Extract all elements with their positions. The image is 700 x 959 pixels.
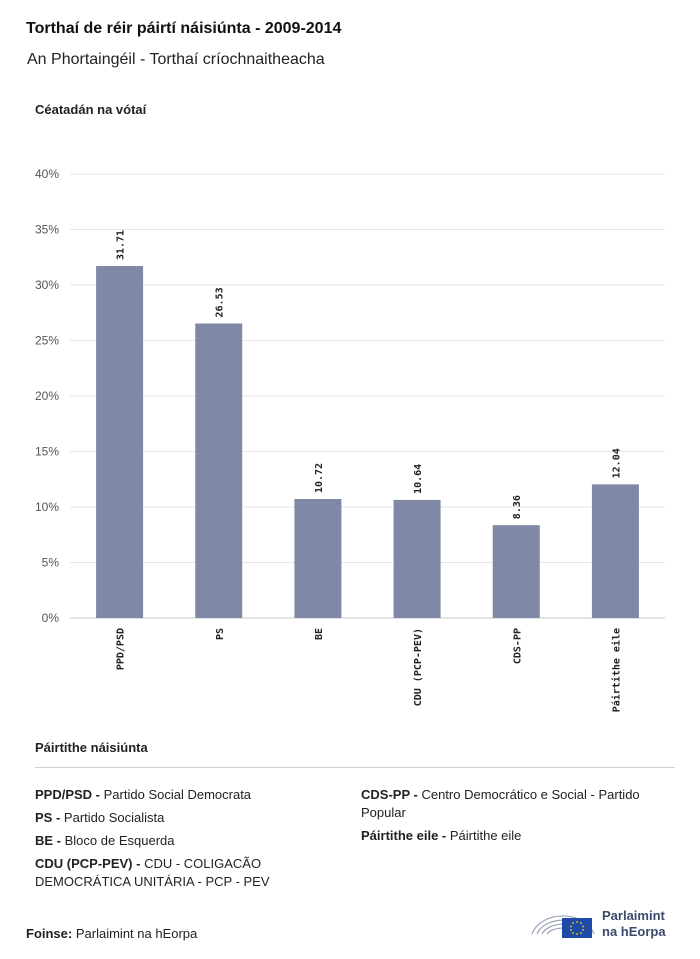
logo-wordmark: Parlaimint na hEorpa — [602, 908, 666, 940]
legend-item-ps: PS - Partido Socialista — [35, 809, 325, 827]
data-label: 8.36 — [512, 495, 523, 519]
legend-item-be: BE - Bloco de Esquerda — [35, 832, 325, 850]
chart-title: Torthaí de réir páirtí náisiúnta - 2009-… — [26, 20, 342, 37]
bar — [96, 266, 144, 618]
legend-abbr: PPD/PSD - — [35, 787, 101, 802]
y-tick-label: 40% — [35, 167, 59, 181]
logo-line-2: na hEorpa — [602, 924, 666, 939]
parliament-logo: Parlaimint na hEorpa — [528, 898, 678, 942]
x-tick-label: CDU (PCP-PEV) — [413, 628, 424, 706]
data-label: 26.53 — [215, 287, 226, 317]
legend-item-cdu: CDU (PCP-PEV) - CDU - COLIGACÃO DEMOCRÁT… — [35, 855, 325, 891]
source-label: Foinse: — [26, 926, 73, 941]
y-tick-label: 0% — [42, 611, 60, 625]
data-label: 10.72 — [314, 463, 325, 493]
x-tick-label: Páirtithe eile — [610, 628, 622, 712]
legend-name: Partido Social Democrata — [103, 787, 252, 802]
legend-name: Páirtithe eile — [449, 828, 522, 843]
y-tick-label: 20% — [35, 389, 59, 403]
legend-name: Centro Democrático e Social - Partido Po… — [361, 787, 640, 820]
y-tick-label: 35% — [35, 223, 59, 237]
bar — [294, 499, 342, 618]
legend-item-cds-pp: CDS-PP - Centro Democrático e Social - P… — [361, 786, 671, 822]
source-text: Parlaimint na hEorpa — [75, 926, 198, 941]
legend-divider — [35, 767, 675, 768]
hemicycle-flag-icon — [531, 915, 595, 938]
x-tick-label: CDS-PP — [512, 628, 523, 664]
y-tick-label: 5% — [42, 556, 60, 570]
legend-column-left: PPD/PSD - Partido Social Democrata PS - … — [35, 786, 325, 896]
y-tick-label: 10% — [35, 500, 59, 514]
x-tick-label: BE — [314, 628, 325, 640]
source-note: Foinse: Parlaimint na hEorpa — [26, 926, 197, 941]
bar — [591, 484, 639, 618]
data-label: 10.64 — [413, 464, 424, 494]
bar — [492, 525, 540, 618]
legend-name: CDU - COLIGACÃO DEMOCRÁTICA UNITÁRIA - P… — [35, 856, 270, 889]
legend-item-others: Páirtithe eile - Páirtithe eile — [361, 827, 671, 845]
legend-item-ppd-psd: PPD/PSD - Partido Social Democrata — [35, 786, 325, 804]
legend-abbr: PS - — [35, 810, 61, 825]
y-tick-label: 25% — [35, 334, 59, 348]
y-axis-label: Céatadán na vótaí — [35, 102, 147, 117]
bar — [195, 323, 243, 618]
y-tick-label: 15% — [35, 445, 59, 459]
chart-subtitle: An Phortaingéil - Torthaí críochnaitheac… — [27, 51, 325, 68]
legend-name: Partido Socialista — [63, 810, 165, 825]
data-label: 31.71 — [116, 230, 127, 260]
legend-abbr: Páirtithe eile - — [361, 828, 447, 843]
data-label: 12.04 — [611, 448, 622, 478]
legend-abbr: CDS-PP - — [361, 787, 418, 802]
legend-abbr: BE - — [35, 833, 61, 848]
x-tick-label: PS — [215, 628, 226, 640]
x-tick-label: PPD/PSD — [116, 628, 127, 670]
y-tick-label: 30% — [35, 278, 59, 292]
legend-name: Bloco de Esquerda — [64, 833, 175, 848]
legend-title: Páirtithe náisiúnta — [35, 740, 148, 755]
logo-line-1: Parlaimint — [602, 908, 665, 923]
bar — [393, 499, 441, 618]
bar-chart: 0% 5% 10% 15% 20% 25% 30% 35% 40% 31.71 PPD/PSD 26.… — [35, 167, 665, 712]
legend-abbr: CDU (PCP-PEV) - — [35, 856, 141, 871]
legend-column-right: CDS-PP - Centro Democrático e Social - P… — [361, 786, 671, 850]
